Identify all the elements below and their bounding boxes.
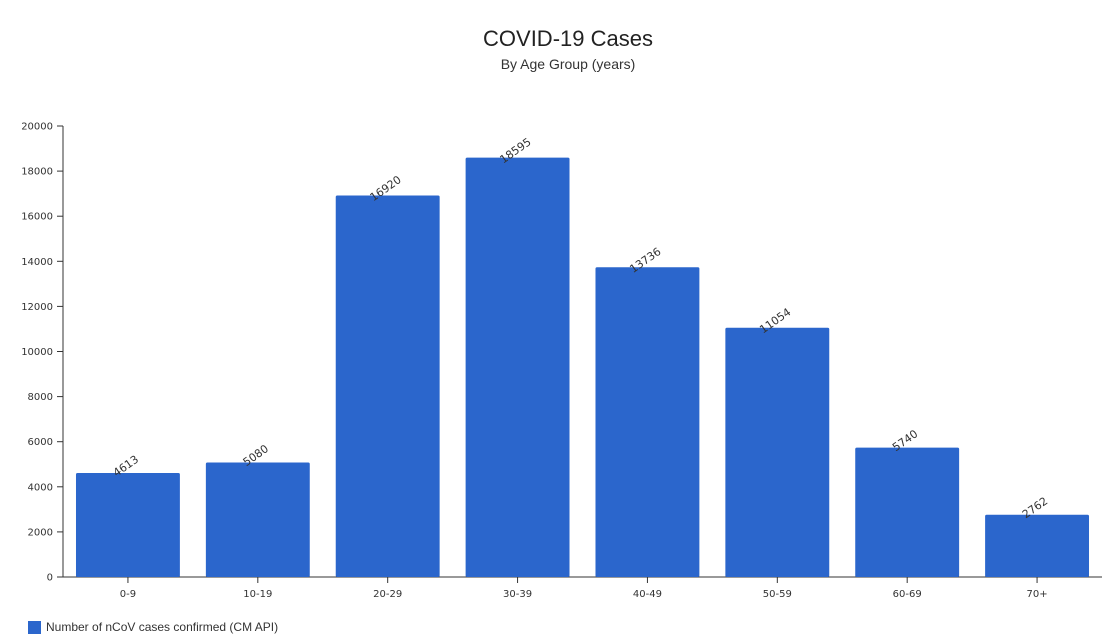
x-tick-label: 50-59: [763, 589, 792, 600]
y-tick-label: 16000: [21, 212, 53, 223]
bar[interactable]: [595, 267, 700, 577]
legend-label: Number of nCoV cases confirmed (CM API): [46, 620, 279, 634]
bar[interactable]: [75, 472, 180, 577]
y-tick-label: 18000: [21, 167, 53, 178]
y-tick-label: 4000: [28, 482, 53, 493]
x-tick-label: 40-49: [633, 589, 662, 600]
bar[interactable]: [205, 462, 310, 577]
legend-swatch: [28, 620, 41, 634]
bar[interactable]: [725, 327, 830, 577]
y-tick-label: 0: [47, 573, 53, 584]
chart-subtitle: By Age Group (years): [501, 56, 636, 72]
y-tick-label: 10000: [21, 347, 53, 358]
bar[interactable]: [465, 157, 570, 578]
y-tick-label: 20000: [21, 122, 53, 133]
y-tick-label: 2000: [28, 527, 53, 538]
x-tick-label: 10-19: [243, 589, 272, 600]
y-axis: 0 2000 4000 6000 8000 10000 12000 14000 16000 180…: [21, 122, 64, 584]
bar[interactable]: [985, 514, 1090, 577]
chart-title: COVID-19 Cases: [483, 26, 653, 51]
bar[interactable]: [855, 447, 960, 577]
x-axis: 0-9 10-19 20-29 30-39 40-49 50-59 60-69 70+: [63, 576, 1102, 600]
x-tick-label: 70+: [1027, 589, 1048, 600]
y-tick-label: 14000: [21, 257, 53, 268]
x-tick-label: 20-29: [373, 589, 402, 600]
y-tick-label: 8000: [28, 392, 53, 403]
bars: [75, 157, 1090, 578]
y-tick-label: 6000: [28, 437, 53, 448]
bar[interactable]: [335, 195, 440, 578]
x-tick-label: 30-39: [503, 589, 532, 600]
x-tick-label: 0-9: [120, 589, 136, 600]
y-tick-label: 12000: [21, 302, 53, 313]
x-tick-label: 60-69: [893, 589, 922, 600]
legend[interactable]: Number of nCoV cases confirmed (CM API): [28, 620, 278, 634]
